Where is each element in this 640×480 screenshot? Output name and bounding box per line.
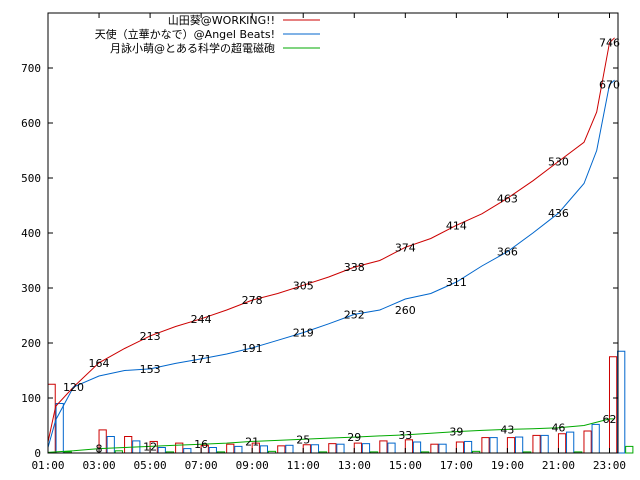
y-tick-label: 500 <box>21 172 41 185</box>
bar-s1-h7 <box>208 447 217 454</box>
data-label-s0-8: 414 <box>446 219 467 232</box>
data-label-s0-2: 213 <box>140 330 161 343</box>
bar-s1-h12 <box>336 443 345 454</box>
x-tick-label: 17:00 <box>440 459 473 472</box>
bar-s0-h16 <box>430 443 439 454</box>
bar-s1-h16 <box>438 443 447 454</box>
data-label-s0-5: 305 <box>293 279 314 292</box>
data-label-s0-0: 120 <box>63 381 84 394</box>
bar-s0-h20 <box>532 434 541 454</box>
bar-s1-h10 <box>285 444 294 454</box>
data-label-s1-6: 311 <box>446 276 467 289</box>
data-label-s2-9: 46 <box>551 422 565 435</box>
data-label-s0-6: 338 <box>344 261 365 274</box>
bar-s1-h21 <box>566 431 575 454</box>
bar-s0-h23 <box>608 356 618 454</box>
x-tick-label: 23:00 <box>593 459 626 472</box>
x-tick-label: 03:00 <box>82 459 115 472</box>
legend-label-2: 月詠小萌@とある科学の超電磁砲 <box>110 41 275 55</box>
bar-s1-h17 <box>463 440 473 454</box>
bar-s0-h8 <box>226 443 235 454</box>
bar-s0-h10 <box>277 445 286 454</box>
y-tick-label: 700 <box>21 62 41 75</box>
data-label-s1-4: 252 <box>344 308 365 321</box>
data-label-s2-7: 39 <box>449 426 463 439</box>
bar-s0-h4 <box>124 436 133 454</box>
bar-s1-h18 <box>489 437 498 454</box>
data-label-s1-2: 191 <box>242 342 263 355</box>
bar-s1-h23 <box>617 350 626 454</box>
y-tick-label: 100 <box>21 392 41 405</box>
data-label-s2-2: 16 <box>194 438 208 451</box>
data-label-s2-5: 29 <box>347 431 361 444</box>
data-label-s1-9: 670 <box>599 79 620 92</box>
data-label-s0-7: 374 <box>395 241 416 254</box>
x-tick-label: 13:00 <box>338 459 371 472</box>
x-tick-label: 11:00 <box>287 459 320 472</box>
data-label-s0-4: 278 <box>242 294 263 307</box>
bar-s2-h23 <box>625 445 634 454</box>
x-tick-label: 15:00 <box>389 459 422 472</box>
cumulative-line-0 <box>47 37 615 443</box>
data-label-s2-8: 43 <box>500 423 514 436</box>
bar-s1-h9 <box>259 445 268 454</box>
data-label-s2-3: 21 <box>245 435 259 448</box>
bar-s1-h3 <box>106 436 115 454</box>
bar-s1-h11 <box>310 444 320 454</box>
bar-s1-h20 <box>540 434 549 454</box>
bar-s0-h18 <box>481 437 490 454</box>
x-tick-label: 07:00 <box>185 459 218 472</box>
data-label-s2-1: 12 <box>143 440 157 453</box>
data-label-s1-7: 366 <box>497 246 518 259</box>
y-tick-label: 200 <box>21 337 41 350</box>
bar-s1-h22 <box>591 423 600 454</box>
x-tick-label: 01:00 <box>31 459 64 472</box>
data-label-s0-10: 530 <box>548 156 569 169</box>
y-tick-label: 400 <box>21 227 41 240</box>
data-label-s1-5: 260 <box>395 304 416 317</box>
data-label-s2-4: 25 <box>296 433 310 446</box>
y-tick-label: 600 <box>21 117 41 130</box>
data-label-s0-1: 164 <box>89 357 110 370</box>
legend: 山田葵@WORKING!! 天使（立華かなで）@Angel Beats! 月詠小… <box>95 14 320 55</box>
bar-s0-h12 <box>328 443 337 454</box>
bar-s0-h14 <box>379 440 388 454</box>
x-tick-label: 05:00 <box>134 459 167 472</box>
bar-s1-h1 <box>55 403 64 454</box>
legend-label-1: 天使（立華かなで）@Angel Beats! <box>95 27 275 41</box>
y-tick-label: 300 <box>21 282 41 295</box>
bar-s0-h19 <box>506 437 516 454</box>
x-tick-label: 09:00 <box>236 459 269 472</box>
bar-s1-h13 <box>361 443 371 454</box>
data-label-s1-8: 436 <box>548 207 569 220</box>
bar-s0-h17 <box>455 441 465 454</box>
cumulative-line-2 <box>47 418 615 453</box>
bar-s1-h8 <box>234 445 243 454</box>
cumulative-line-1 <box>47 79 615 448</box>
x-tick-label: 19:00 <box>491 459 524 472</box>
data-label-s1-3: 219 <box>293 327 314 340</box>
bar-s1-h15 <box>412 441 422 454</box>
bar-s0-h13 <box>353 442 362 454</box>
bar-s1-h19 <box>514 436 524 454</box>
data-label-s0-9: 463 <box>497 192 518 205</box>
bar-s1-h5 <box>157 447 166 454</box>
data-label-s1-0: 153 <box>140 363 161 376</box>
bar-s0-h21 <box>557 433 567 454</box>
data-label-s2-10: 62 <box>602 413 616 426</box>
data-label-s2-6: 33 <box>398 429 412 442</box>
y-tick-label: 0 <box>34 447 41 460</box>
data-label-s0-3: 244 <box>191 313 212 326</box>
x-tick-label: 21:00 <box>542 459 575 472</box>
legend-label-0: 山田葵@WORKING!! <box>168 14 275 27</box>
data-label-s0-11: 746 <box>599 37 620 50</box>
data-label-s1-1: 171 <box>191 353 212 366</box>
bar-s1-h14 <box>387 442 396 454</box>
bar-s1-h6 <box>183 448 192 454</box>
bar-s0-h22 <box>583 430 592 454</box>
